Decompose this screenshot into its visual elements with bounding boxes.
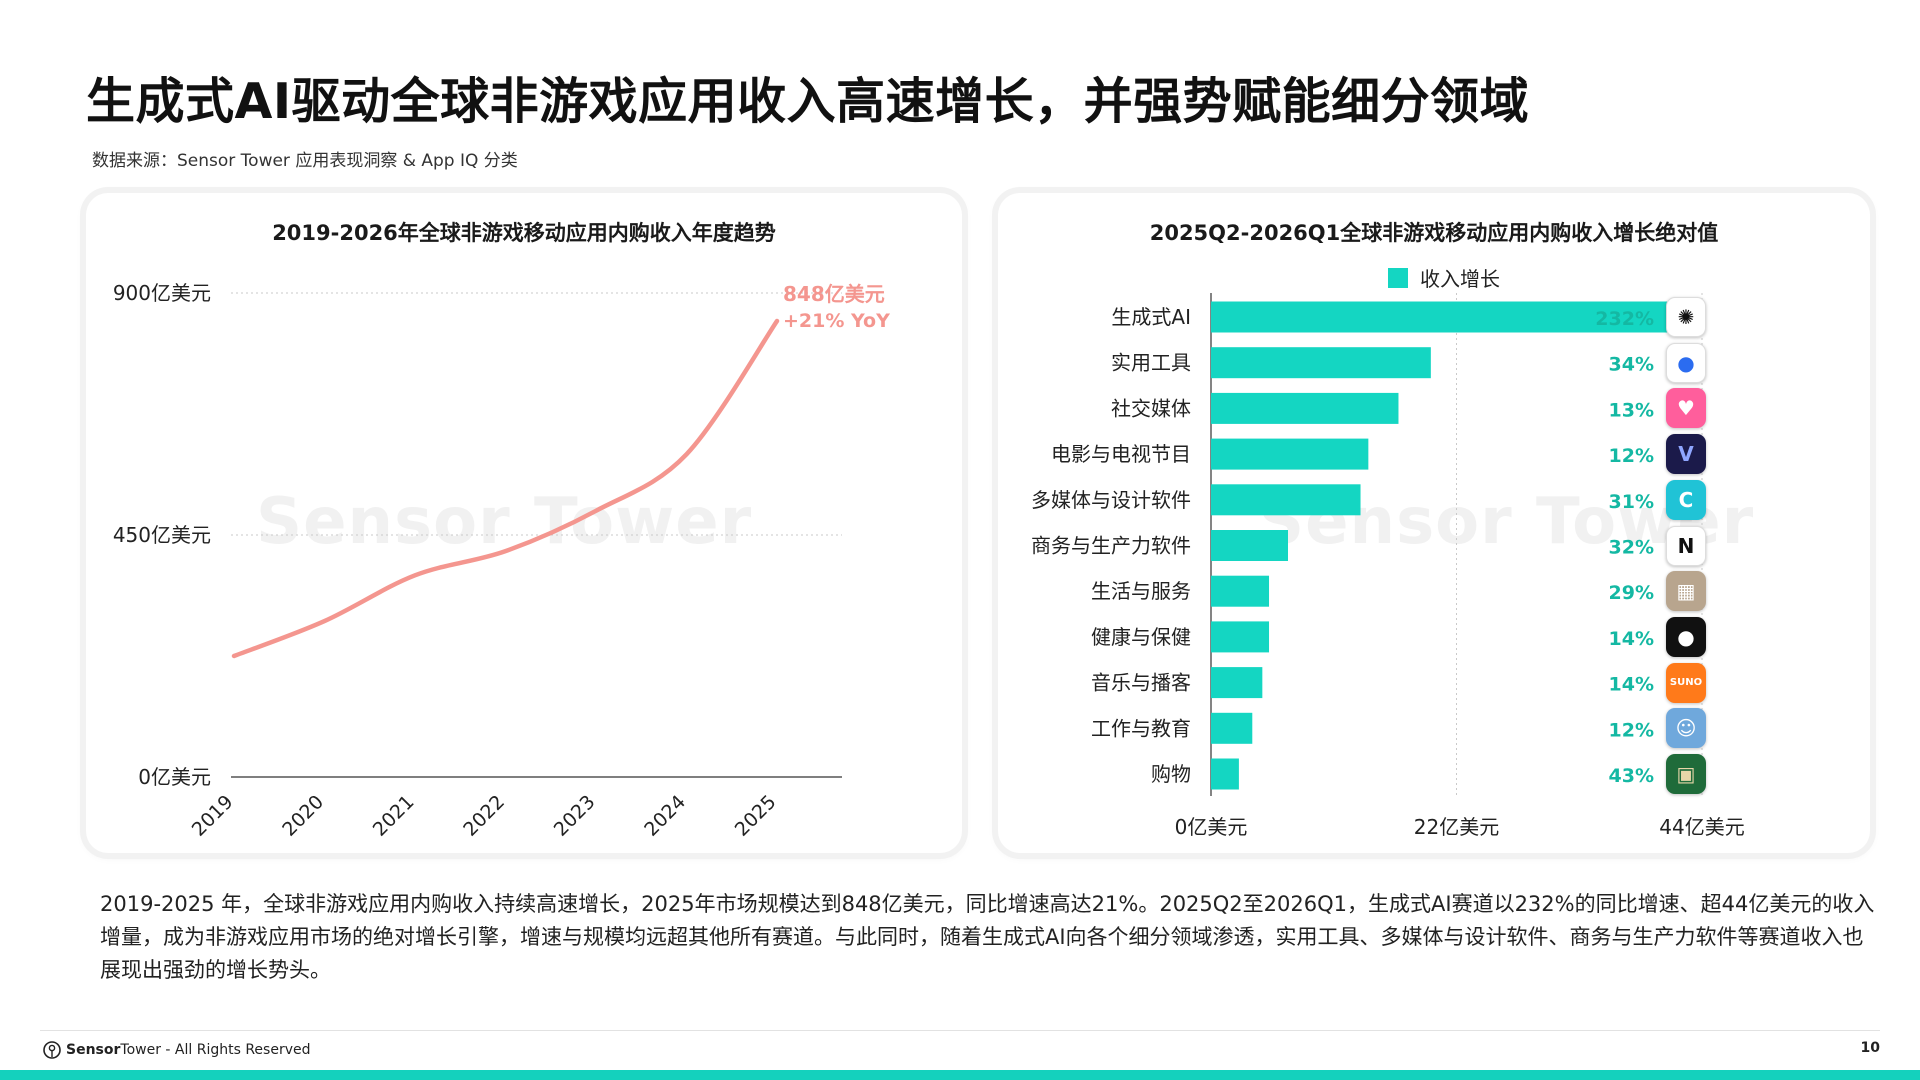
bar-chart-panel: Sensor Tower 2025Q2-2026Q1全球非游戏移动应用内购收入增… [998, 193, 1870, 853]
revenue-growth-bar [1211, 301, 1689, 333]
revenue-growth-bar [1211, 575, 1270, 607]
annotation-yoy: +21% YoY [783, 310, 890, 332]
revenue-growth-bar [1211, 484, 1361, 516]
growth-rate-label: 14% [1609, 674, 1654, 696]
canva-icon: C [1666, 479, 1706, 520]
legend-label: 收入增长 [1420, 267, 1500, 291]
x-tick-label: 22亿美元 [1414, 815, 1499, 839]
revenue-growth-bar [1211, 347, 1431, 379]
line-chart-panel: Sensor Tower 2019-2026年全球非游戏移动应用内购收入年度趋势… [86, 193, 962, 853]
x-tick-label: 44亿美元 [1659, 815, 1744, 839]
growth-rate-label: 31% [1609, 491, 1654, 513]
sensor-tower-logo-icon [43, 1041, 61, 1059]
category-label: 购物 [1151, 762, 1191, 786]
chatgpt-icon: ✺ [1666, 297, 1706, 337]
category-label: 工作与教育 [1091, 716, 1191, 740]
x-tick-label: 2021 [369, 791, 419, 841]
x-tick-label: 2024 [640, 791, 690, 841]
growth-rate-label: 29% [1609, 582, 1654, 604]
bar-chart-title: 2025Q2-2026Q1全球非游戏移动应用内购收入增长绝对值 [1149, 221, 1719, 245]
category-label: 社交媒体 [1111, 396, 1191, 420]
pink-social-app-icon: ♥ [1666, 388, 1706, 429]
bar-chart-legend: 收入增长 [1388, 263, 1500, 292]
legend-swatch [1388, 267, 1408, 288]
line-chart-svg: 0亿美元 450亿美元 900亿美元 2019 2020 2021 2022 2023 2024… [113, 281, 890, 841]
notion-icon: N [1666, 525, 1706, 566]
category-label: 实用工具 [1111, 351, 1191, 375]
bar-chart-svg: 0亿美元 22亿美元 44亿美元 生成式AI 232% 实用工具 34% 社交媒体 13% 电影与… [1031, 293, 1745, 839]
v-video-app-icon: V [1666, 434, 1706, 475]
x-tick-label: 2025 [731, 791, 781, 841]
bottom-accent-bar [0, 1070, 1920, 1080]
category-label: 电影与电视节目 [1051, 442, 1191, 466]
revenue-growth-bar [1211, 712, 1253, 744]
summary-paragraph: 2019-2025 年，全球非游戏应用内购收入持续高速增长，2025年市场规模达… [100, 892, 1875, 982]
revenue-growth-bar [1211, 758, 1239, 790]
footer-brand: Sensor Tower - All Rights Reserved [42, 1040, 311, 1060]
category-label: 生活与服务 [1091, 579, 1191, 603]
footer-brand-bold: Sensor [66, 1042, 121, 1058]
interior-photo-app-icon: ▦ [1666, 571, 1706, 612]
x-tick-label: 2019 [188, 791, 238, 841]
x-tick-label: 0亿美元 [1175, 815, 1248, 839]
revenue-growth-bar [1211, 530, 1288, 561]
growth-rate-label: 32% [1609, 537, 1654, 559]
footer-brand-rest: Tower - All Rights Reserved [120, 1042, 311, 1058]
y-tick-label: 900亿美元 [113, 281, 211, 305]
footer-divider [40, 1030, 1880, 1031]
category-label: 商务与生产力软件 [1031, 534, 1191, 558]
y-tick-label: 0亿美元 [138, 765, 211, 789]
annotation-value: 848亿美元 [783, 282, 885, 306]
x-tick-label: 2020 [278, 791, 328, 841]
category-label: 多媒体与设计软件 [1031, 488, 1191, 512]
growth-rate-label: 13% [1609, 399, 1654, 421]
watermark: Sensor Tower [256, 485, 753, 559]
revenue-growth-bar [1211, 621, 1270, 653]
revenue-growth-bar [1211, 667, 1263, 699]
category-label: 音乐与播客 [1091, 671, 1191, 695]
line-chart-title: 2019-2026年全球非游戏移动应用内购收入年度趋势 [272, 221, 776, 245]
x-tick-label: 2022 [459, 791, 509, 841]
revenue-growth-bar [1211, 438, 1369, 470]
growth-rate-label: 14% [1609, 628, 1654, 650]
x-tick-label: 2023 [550, 791, 600, 841]
data-source-note: 数据来源：Sensor Tower 应用表现洞察 & App IQ 分类 [92, 151, 518, 171]
growth-rate-label: 232% [1595, 308, 1654, 330]
suno-icon: SUNO [1666, 662, 1706, 703]
blue-circle-app-icon: ● [1666, 342, 1706, 383]
page-title: 生成式AI驱动全球非游戏应用收入高速增长，并强势赋能细分领域 [86, 73, 1530, 130]
growth-rate-label: 34% [1609, 354, 1654, 376]
black-apple-health-app-icon: ● [1666, 616, 1706, 657]
page-number: 10 [1860, 1040, 1880, 1056]
growth-rate-label: 12% [1609, 719, 1654, 741]
growth-rate-label: 43% [1609, 765, 1654, 787]
revenue-line [231, 318, 780, 659]
category-label: 健康与保健 [1091, 625, 1191, 649]
category-label: 生成式AI [1111, 305, 1191, 329]
robot-avatar-app-icon: ☺ [1666, 708, 1706, 749]
green-shopping-app-icon: ▣ [1666, 754, 1706, 794]
revenue-growth-bar [1211, 392, 1399, 424]
growth-rate-label: 12% [1609, 445, 1654, 467]
y-tick-label: 450亿美元 [113, 523, 211, 547]
